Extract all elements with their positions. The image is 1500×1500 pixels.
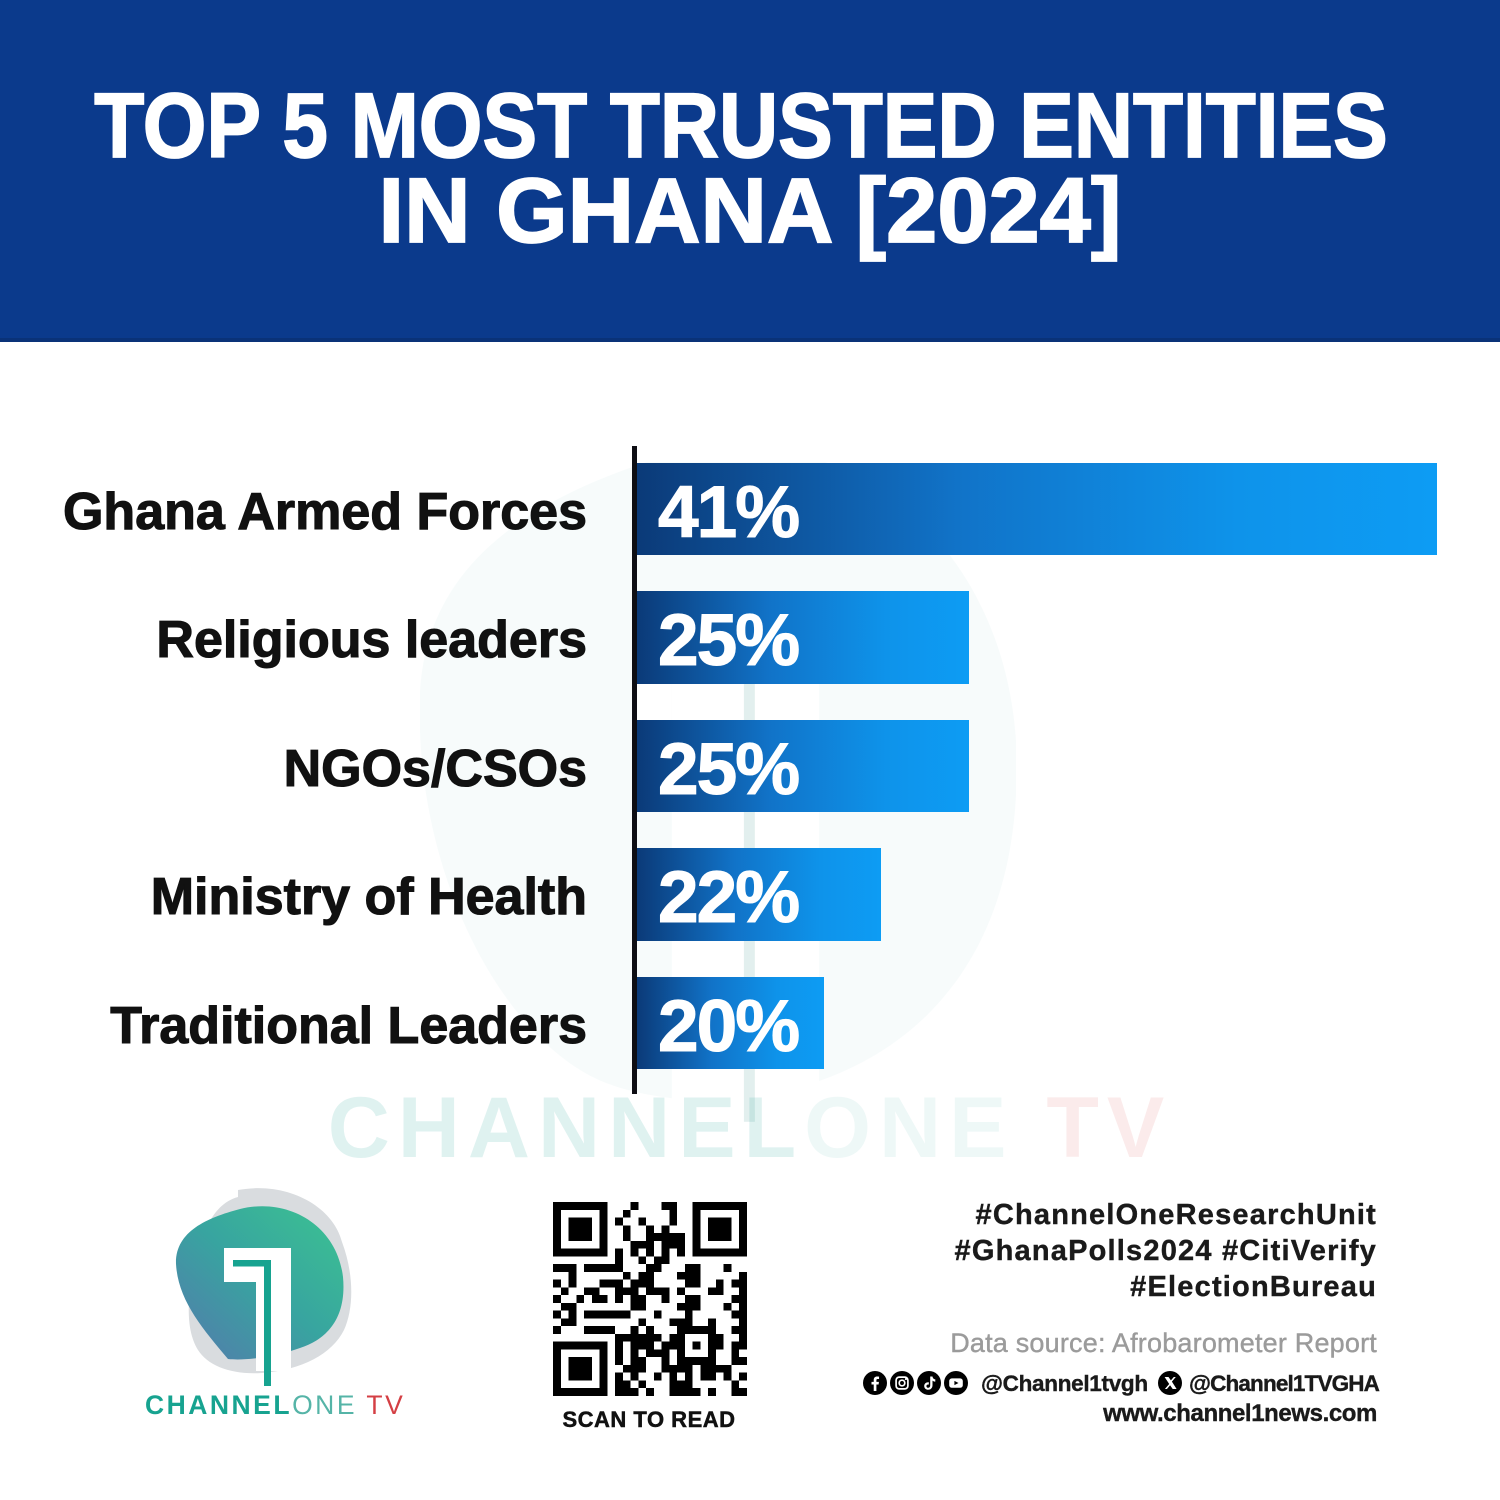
svg-text:CHANNELONE TV: CHANNELONE TV bbox=[145, 1390, 405, 1420]
